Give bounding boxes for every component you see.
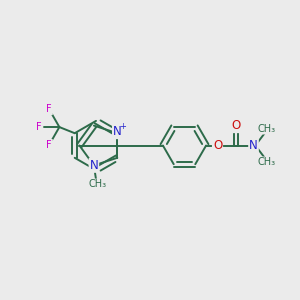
Text: N: N bbox=[113, 125, 122, 138]
Text: O: O bbox=[213, 139, 222, 152]
Text: N: N bbox=[89, 159, 98, 172]
Text: F: F bbox=[46, 140, 52, 150]
Text: F: F bbox=[36, 122, 42, 132]
Text: F: F bbox=[46, 104, 52, 114]
Text: +: + bbox=[120, 122, 126, 131]
Text: O: O bbox=[232, 119, 241, 132]
Text: CH₃: CH₃ bbox=[257, 124, 275, 134]
Text: CH₃: CH₃ bbox=[88, 179, 106, 189]
Text: CH₃: CH₃ bbox=[257, 157, 275, 167]
Text: N: N bbox=[249, 139, 258, 152]
